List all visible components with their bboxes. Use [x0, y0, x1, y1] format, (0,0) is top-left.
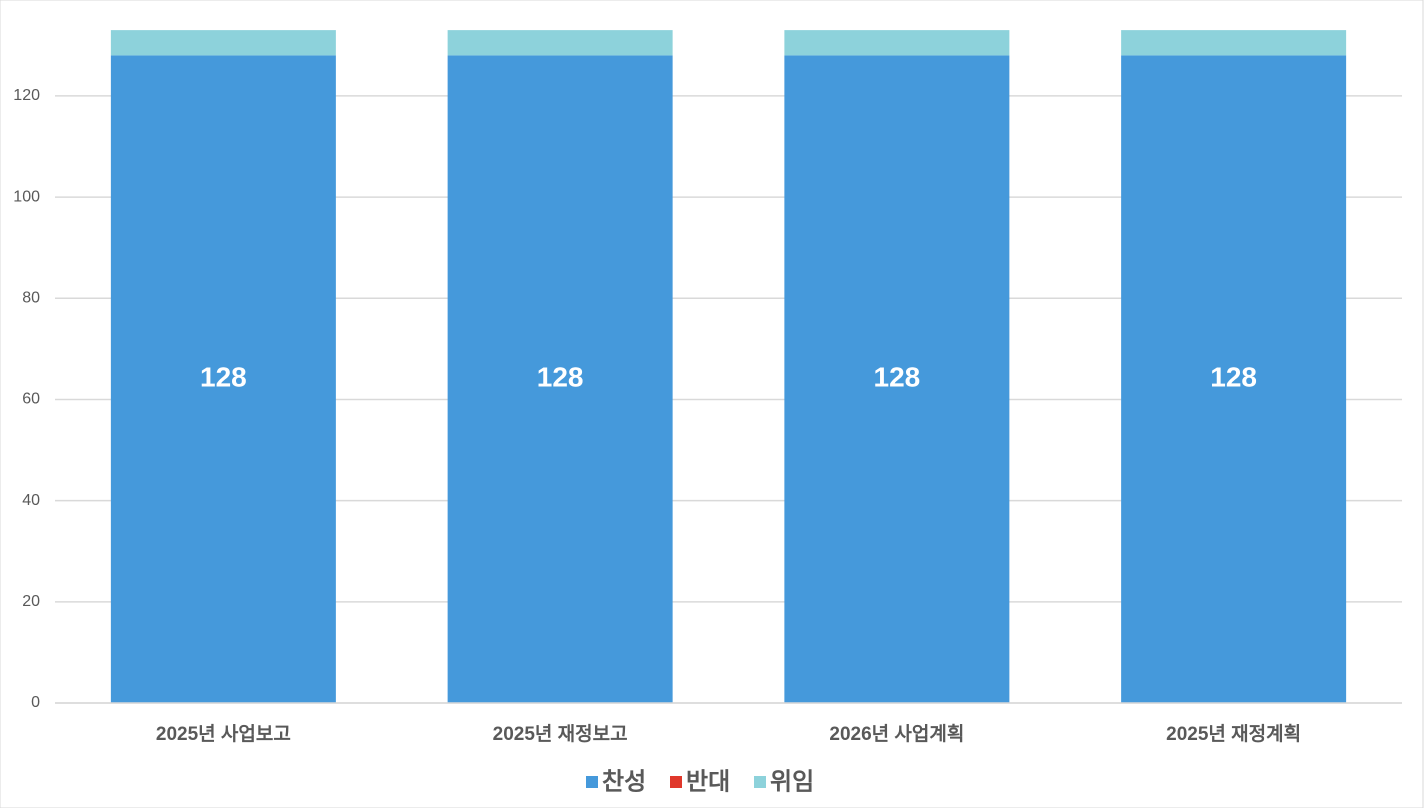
- y-tick-label: 20: [22, 593, 40, 610]
- y-tick-label: 100: [13, 188, 40, 205]
- legend-swatch: [586, 776, 598, 788]
- bar-segment: [110, 55, 336, 704]
- data-label: 128: [537, 362, 584, 393]
- data-label: 128: [1210, 362, 1257, 393]
- x-tick-label: 2025년 사업보고: [156, 723, 291, 745]
- legend-label: 위임: [770, 768, 814, 795]
- y-tick-label: 60: [22, 391, 40, 408]
- legend-swatch: [670, 776, 682, 788]
- legend-swatch: [754, 776, 766, 788]
- bar-segment: [784, 55, 1010, 704]
- y-tick-label: 0: [31, 694, 40, 711]
- y-tick-label: 40: [22, 492, 40, 509]
- legend-label: 찬성: [602, 768, 646, 795]
- x-tick-label: 2026년 사업계획: [829, 723, 964, 745]
- bar-segment: [1121, 30, 1347, 56]
- bar-segment: [784, 30, 1010, 56]
- x-tick-label: 2025년 재정계획: [1166, 723, 1301, 745]
- bar-segment: [110, 30, 336, 56]
- bar-segment: [447, 30, 673, 56]
- x-tick-label: 2025년 재정보고: [493, 723, 628, 745]
- data-label: 128: [200, 362, 247, 393]
- bar-segment: [447, 55, 673, 704]
- bar-segment: [1121, 55, 1347, 704]
- y-tick-label: 120: [13, 87, 40, 104]
- data-label: 128: [874, 362, 921, 393]
- legend-label: 반대: [686, 768, 730, 795]
- y-tick-label: 80: [22, 289, 40, 306]
